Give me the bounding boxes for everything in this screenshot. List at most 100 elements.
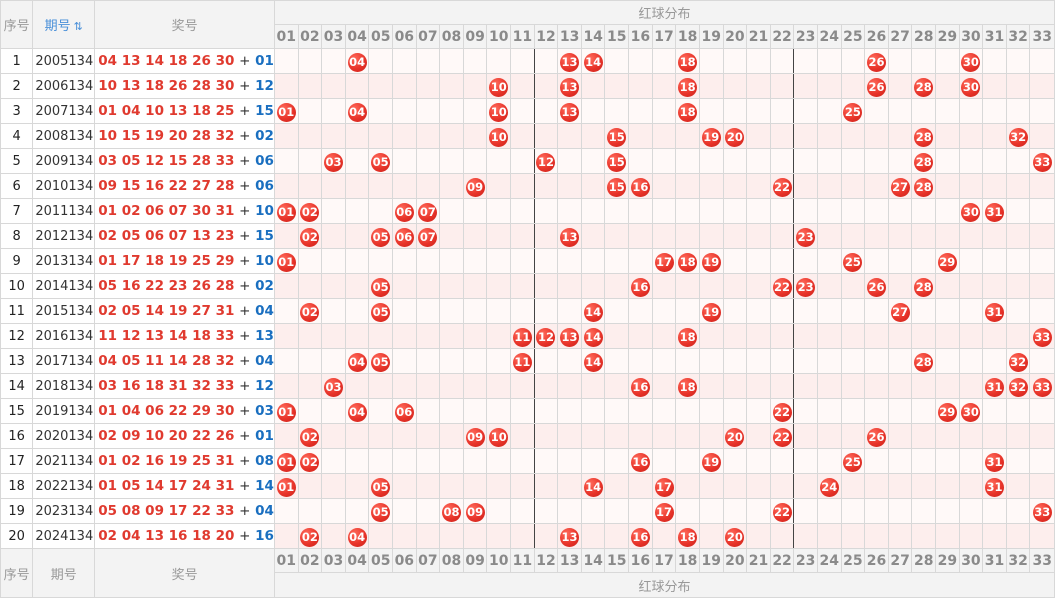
distribution-cell: [722, 323, 748, 349]
distribution-cell: 04: [344, 98, 370, 124]
red-numbers: 01 02 06 07 30 31: [98, 203, 235, 219]
distribution-cell: [1029, 48, 1055, 74]
distribution-cell: [864, 373, 889, 399]
red-ball: 04: [347, 102, 367, 122]
distribution-cell: [793, 473, 818, 499]
row-period: 2022134: [32, 473, 96, 499]
distribution-cell: [533, 173, 559, 199]
red-ball: 29: [937, 252, 957, 272]
plus-sign: +: [239, 428, 251, 444]
red-ball: 05: [371, 302, 391, 322]
distribution-cell: 03: [321, 148, 346, 174]
distribution-cell: [887, 123, 913, 149]
distribution-cell: [651, 273, 677, 299]
distribution-cell: [911, 248, 937, 274]
red-ball: 01: [276, 202, 296, 222]
distribution-cell: 03: [321, 373, 346, 399]
distribution-cell: 20: [722, 523, 748, 549]
distribution-cell: 19: [698, 448, 724, 474]
distribution-cell: [604, 298, 630, 324]
row-draw: 01 02 06 07 30 31 + 10: [94, 198, 275, 224]
footer-col-22: 22: [769, 548, 795, 573]
distribution-cell: [887, 98, 913, 124]
distribution-cell: [368, 423, 393, 449]
red-ball: 09: [465, 502, 485, 522]
distribution-cell: [1029, 223, 1055, 249]
distribution-cell: [273, 273, 299, 299]
footer-col-18: 18: [675, 548, 700, 573]
distribution-cell: [769, 73, 795, 99]
distribution-cell: [273, 323, 299, 349]
row-period: 2014134: [32, 273, 96, 299]
header-col-10: 10: [486, 24, 512, 49]
distribution-cell: 23: [793, 273, 818, 299]
distribution-cell: [722, 348, 748, 374]
distribution-cell: [344, 198, 370, 224]
distribution-cell: [816, 223, 842, 249]
distribution-cell: [510, 248, 535, 274]
header-col-14: 14: [580, 24, 606, 49]
distribution-cell: [746, 398, 771, 424]
distribution-cell: [651, 398, 677, 424]
row-draw: 02 04 13 16 18 20 + 16: [94, 523, 275, 549]
distribution-cell: [415, 248, 441, 274]
distribution-cell: 02: [297, 298, 323, 324]
distribution-cell: 26: [864, 423, 889, 449]
distribution-cell: [722, 298, 748, 324]
header-seq: 序号: [0, 0, 34, 49]
row-seq: 11: [0, 298, 34, 324]
distribution-cell: [1029, 273, 1055, 299]
red-numbers: 03 05 12 15 28 33: [98, 153, 235, 169]
distribution-cell: [793, 198, 818, 224]
distribution-cell: 13: [557, 523, 582, 549]
distribution-cell: 13: [557, 73, 582, 99]
plus-sign: +: [239, 78, 251, 94]
distribution-cell: [816, 98, 842, 124]
distribution-cell: [935, 523, 960, 549]
footer-col-15: 15: [604, 548, 630, 573]
distribution-cell: [911, 298, 937, 324]
distribution-cell: [439, 98, 464, 124]
table-row: 10 2014134 05 16 22 23 26 28 + 02 05 16 22 23 2…: [0, 273, 1055, 299]
footer-col-02: 02: [297, 548, 323, 573]
distribution-cell: [533, 273, 559, 299]
distribution-cell: [1005, 223, 1031, 249]
red-ball: 32: [1008, 377, 1028, 397]
distribution-cell: [651, 173, 677, 199]
table-row: 20 2024134 02 04 13 16 18 20 + 16 02 04 13 16 1…: [0, 523, 1055, 549]
table-row: 15 2019134 01 04 06 22 29 30 + 03 01 04 06 22 2…: [0, 398, 1055, 424]
red-numbers: 09 15 16 22 27 28: [98, 178, 235, 194]
distribution-cell: [651, 348, 677, 374]
distribution-cell: [698, 173, 724, 199]
distribution-cell: [344, 273, 370, 299]
distribution-cell: [344, 373, 370, 399]
distribution-cell: [864, 98, 889, 124]
distribution-cell: [439, 173, 464, 199]
footer-col-16: 16: [628, 548, 653, 573]
distribution-cell: 14: [580, 473, 606, 499]
distribution-cell: [698, 498, 724, 524]
distribution-cell: [816, 448, 842, 474]
distribution-cell: [982, 348, 1007, 374]
red-ball: 28: [914, 177, 934, 197]
distribution-cell: [486, 398, 512, 424]
distribution-cell: 04: [344, 398, 370, 424]
row-seq: 10: [0, 273, 34, 299]
distribution-cell: [746, 148, 771, 174]
row-draw: 10 13 18 26 28 30 + 12: [94, 73, 275, 99]
distribution-cell: [510, 98, 535, 124]
distribution-cell: [604, 523, 630, 549]
sort-icon[interactable]: ⇅: [73, 20, 83, 33]
distribution-cell: 11: [510, 323, 535, 349]
plus-sign: +: [239, 203, 251, 219]
row-period: 2008134: [32, 123, 96, 149]
row-period: 2010134: [32, 173, 96, 199]
red-ball: 07: [418, 227, 438, 247]
header-period[interactable]: 期号 ⇅: [32, 0, 96, 49]
distribution-cell: [982, 98, 1007, 124]
distribution-cell: [415, 98, 441, 124]
distribution-cell: [675, 498, 700, 524]
distribution-cell: [816, 198, 842, 224]
red-ball: 31: [985, 477, 1005, 497]
distribution-cell: [297, 148, 323, 174]
